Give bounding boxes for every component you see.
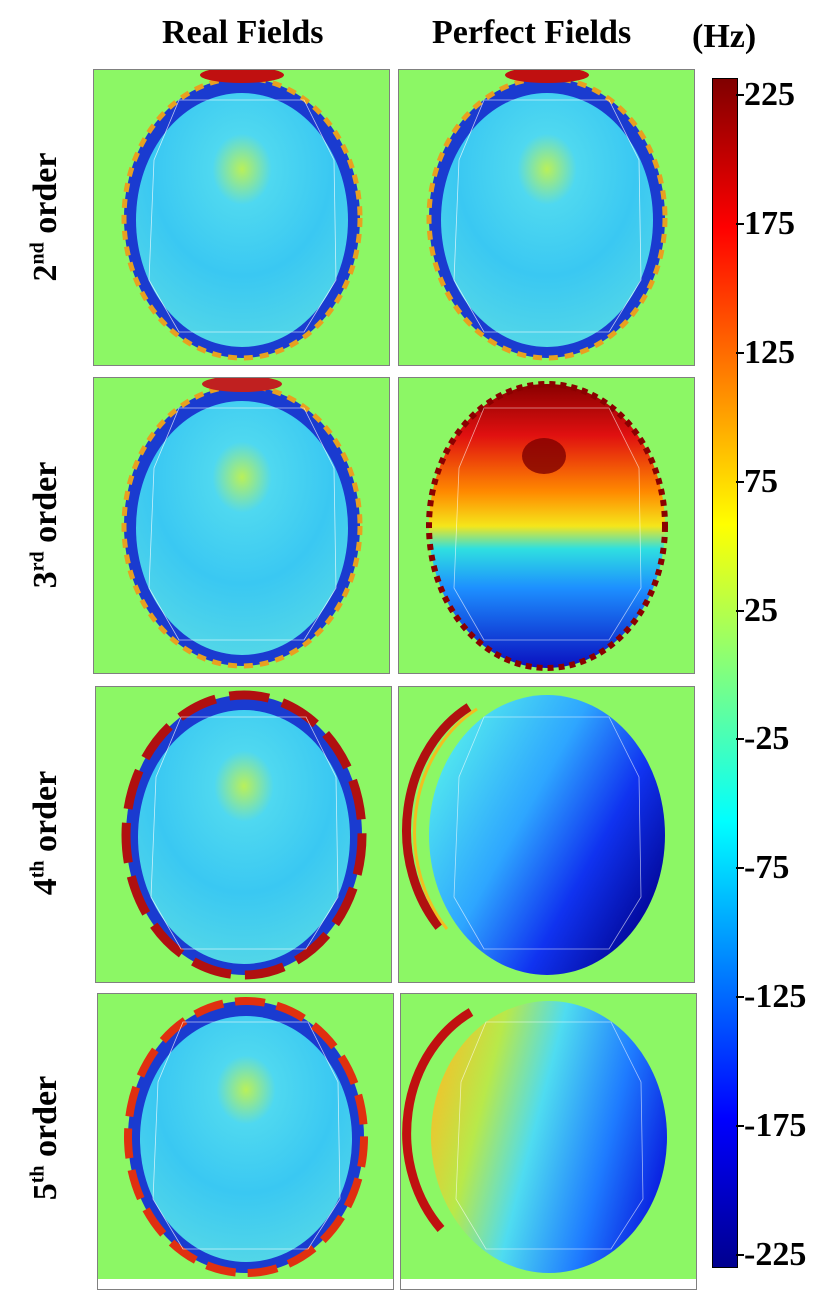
colorbar-tick xyxy=(736,351,744,354)
colorbar-tick-label: 225 xyxy=(744,76,795,113)
colorbar-tick xyxy=(736,222,744,225)
panel-5th-order-real-fields xyxy=(97,993,394,1290)
colorbar-tick xyxy=(736,1125,744,1128)
column-title-perfect-fields: Perfect Fields xyxy=(432,14,632,51)
colorbar-tick xyxy=(736,609,744,612)
colorbar-tick-label: -75 xyxy=(744,849,790,887)
colorbar-tick-label: -25 xyxy=(744,720,790,758)
colorbar-tick-label: -225 xyxy=(744,1236,807,1273)
panel-3rd-order-real-fields xyxy=(93,377,390,674)
colorbar-tick-label: -175 xyxy=(744,1107,807,1145)
colorbar-tick xyxy=(736,738,744,741)
panel-4th-order-real-fields xyxy=(95,686,392,983)
panel-2nd-order-perfect-fields xyxy=(398,69,695,366)
colorbar-tick-label: -125 xyxy=(744,978,807,1016)
column-title-real-fields: Real Fields xyxy=(162,14,324,51)
row-label-3rd-order: 3rd order xyxy=(26,461,64,589)
panel-4th-order-perfect-fields xyxy=(398,686,695,983)
row-label-4th-order: 4th order xyxy=(26,770,64,896)
panel-5th-order-perfect-fields xyxy=(400,993,697,1290)
panel-2nd-order-real-fields xyxy=(93,69,390,366)
colorbar-tick-label: 125 xyxy=(744,333,795,371)
colorbar-tick-label: 175 xyxy=(744,204,795,242)
colorbar-tick xyxy=(736,996,744,999)
colorbar-tick-label: 25 xyxy=(744,591,778,629)
colorbar-tick xyxy=(736,94,744,96)
colorbar-tick xyxy=(736,1254,744,1256)
row-label-2nd-order: 2nd order xyxy=(26,152,64,282)
row-label-5th-order: 5th order xyxy=(26,1075,64,1201)
colorbar-tick xyxy=(736,480,744,483)
colorbar-tick xyxy=(736,867,744,870)
colorbar xyxy=(712,78,738,1268)
colorbar-tick-label: 75 xyxy=(744,462,778,500)
panel-3rd-order-perfect-fields xyxy=(398,377,695,674)
colorbar-unit-label: (Hz) xyxy=(692,18,757,55)
